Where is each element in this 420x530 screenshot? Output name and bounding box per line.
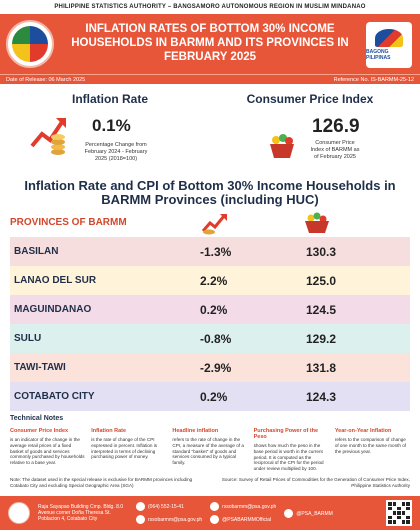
definition-text: is an indicator of the change in the ave…: [10, 437, 85, 466]
table-header: PROVINCES OF BARMM: [10, 207, 410, 237]
cpi-value: 126.9: [312, 116, 360, 137]
twitter-text: @PSA_BARMM: [296, 510, 333, 517]
release-bar: Date of Release: 06 March 2025 Reference…: [0, 74, 420, 84]
source-note: Source: Survey of Retail Prices of Commo…: [221, 476, 410, 488]
footer: Raja Sayapao Building Cmp. Bldg. 8.0 Ave…: [0, 496, 420, 530]
twitter-icon: [284, 508, 294, 518]
province-name: SULU: [14, 333, 42, 344]
agency-header: PHILIPPINE STATISTICS AUTHORITY – BANGSA…: [54, 4, 366, 10]
footer-phone: (064) 552-15-41: [136, 502, 202, 511]
province-name: BASILAN: [14, 246, 59, 257]
cpi-title: Consumer Price Index: [246, 92, 374, 106]
inflation-title: Inflation Rate: [71, 92, 148, 106]
trend-up-icon: [30, 118, 66, 148]
footer-logo: [8, 502, 30, 524]
inflation-rate: -2.9%: [200, 360, 232, 375]
province-column-header: PROVINCES OF BARMM: [10, 216, 127, 228]
cpi-kpi: Consumer Price Index 126.9 Consumer Pric…: [210, 92, 410, 177]
inflation-description: Percentage Change from February 2024 - F…: [84, 142, 148, 162]
table-row: SULU -0.8% 129.2: [10, 324, 410, 353]
definition-text: shows how much the peso in the base peri…: [253, 443, 324, 472]
definition-item: Year-on-Year Inflation refers to the comp…: [335, 428, 410, 472]
cpi-value-cell: 129.2: [306, 331, 337, 346]
kpi-section: Inflation Rate 0.1% Percentage Change fr…: [0, 84, 420, 177]
definition-title: Consumer Price Index: [10, 428, 69, 434]
inflation-kpi: Inflation Rate 0.1% Percentage Change fr…: [10, 92, 210, 177]
province-name: LANAO DEL SUR: [14, 275, 97, 286]
table-title: Inflation Rate and CPI of Bottom 30% Inc…: [24, 178, 396, 207]
definition-item: Consumer Price Index is an indicator of t…: [10, 428, 85, 472]
psa-logo: [6, 20, 54, 68]
table-row: LANAO DEL SUR 2.2% 125.0: [10, 266, 410, 295]
definition-title: Purchasing Power of the Peso: [253, 428, 319, 440]
provinces-table: PROVINCES OF BARMM BASILAN -1.3% 130.3 LANA…: [10, 207, 410, 411]
technical-notes: Technical Notes Consumer Price Index is a…: [0, 411, 420, 488]
inflation-rate: 0.2%: [200, 302, 228, 317]
email2-text: rssobarmm@psa.gov.ph: [222, 503, 277, 510]
cpi-description: Consumer Price Index of BARMM as of Febr…: [310, 140, 360, 160]
footer-twitter[interactable]: @PSA_BARMM: [284, 508, 333, 518]
inflation-rate: -1.3%: [200, 244, 232, 259]
table-row: BASILAN -1.3% 130.3: [10, 237, 410, 266]
email-text: rssobarmm@psa.gov.ph: [148, 516, 203, 523]
definition-title: Headline inflation: [172, 428, 219, 434]
definition-title: Inflation Rate: [91, 428, 127, 434]
cpi-value-cell: 124.5: [306, 302, 337, 317]
technical-notes-heading: Technical Notes: [10, 415, 64, 422]
definition-text: refers to the comparison of change of on…: [334, 437, 407, 454]
notes-footer: Note: The dataset used in the special re…: [10, 477, 410, 488]
inflation-value: 0.1%: [92, 116, 131, 135]
definition-item: Headline inflation refers to the rate of …: [172, 428, 247, 472]
coins-icon: [51, 134, 65, 155]
phone-icon: [136, 502, 145, 511]
footer-address: Raja Sayapao Building Cmp. Bldg. 8.0 Ave…: [38, 504, 124, 522]
definition-item: Purchasing Power of the Peso shows how mu…: [254, 428, 329, 472]
mail-icon: [210, 502, 220, 511]
province-name: COTABATO CITY: [14, 391, 95, 402]
cpi-value-cell: 124.3: [306, 389, 337, 404]
footer-contacts-1: (064) 552-15-41 rssobarmm@psa.gov.ph: [136, 502, 202, 524]
definition-title: Year-on-Year Inflation: [334, 428, 392, 434]
footer-contacts-2: rssobarmm@psa.gov.ph @PSABARMMOfficial: [210, 502, 276, 524]
phone-text: (064) 552-15-41: [148, 503, 184, 510]
definition-text: refers to the rate of change in the CPI,…: [172, 437, 244, 466]
qr-code-icon[interactable]: [386, 500, 412, 526]
page-title: INFLATION RATES OF BOTTOM 30% INCOME HOU…: [71, 23, 349, 63]
bagong-pilipinas-label: BAGONG PILIPINAS: [366, 49, 391, 61]
cpi-value-cell: 125.0: [306, 273, 337, 288]
inflation-rate: 0.2%: [200, 389, 228, 404]
footer-email[interactable]: rssobarmm@psa.gov.ph: [136, 515, 202, 524]
definition-item: Inflation Rate is the rate of change of t…: [91, 428, 166, 472]
footer-email-2[interactable]: rssobarmm@psa.gov.ph: [210, 502, 276, 511]
inflation-rate: 2.2%: [200, 273, 228, 288]
cpi-column-icon: [305, 212, 329, 233]
footer-facebook[interactable]: @PSABARMMOfficial: [210, 515, 276, 524]
cpi-value-cell: 131.8: [306, 360, 337, 375]
inflation-column-icon: [201, 214, 227, 235]
title-banner: INFLATION RATES OF BOTTOM 30% INCOME HOU…: [0, 14, 420, 74]
table-row: TAWI-TAWI -2.9% 131.8: [10, 353, 410, 382]
facebook-icon: [210, 515, 220, 524]
bagong-pilipinas-logo: BAGONG PILIPINAS: [366, 22, 412, 68]
table-row: COTABATO CITY 0.2% 124.3: [10, 382, 410, 411]
table-row: MAGUINDANAO 0.2% 124.5: [10, 295, 410, 324]
inflation-rate: -0.8%: [200, 331, 232, 346]
dataset-note: Note: The dataset used in the special re…: [10, 476, 193, 488]
cpi-value-cell: 130.3: [306, 244, 337, 259]
reference-number: Reference No. IS-BARMM-25-12: [333, 76, 414, 83]
definition-text: is the rate of change of the CPI express…: [91, 437, 158, 460]
shopping-basket-icon: [270, 134, 294, 158]
email-icon: [136, 515, 145, 524]
facebook-text: @PSABARMMOfficial: [222, 516, 272, 523]
province-name: TAWI-TAWI: [14, 362, 66, 373]
definitions: Consumer Price Index is an indicator of t…: [10, 428, 410, 472]
date-of-release: Date of Release: 06 March 2025: [6, 76, 86, 83]
province-name: MAGUINDANAO: [14, 304, 92, 315]
